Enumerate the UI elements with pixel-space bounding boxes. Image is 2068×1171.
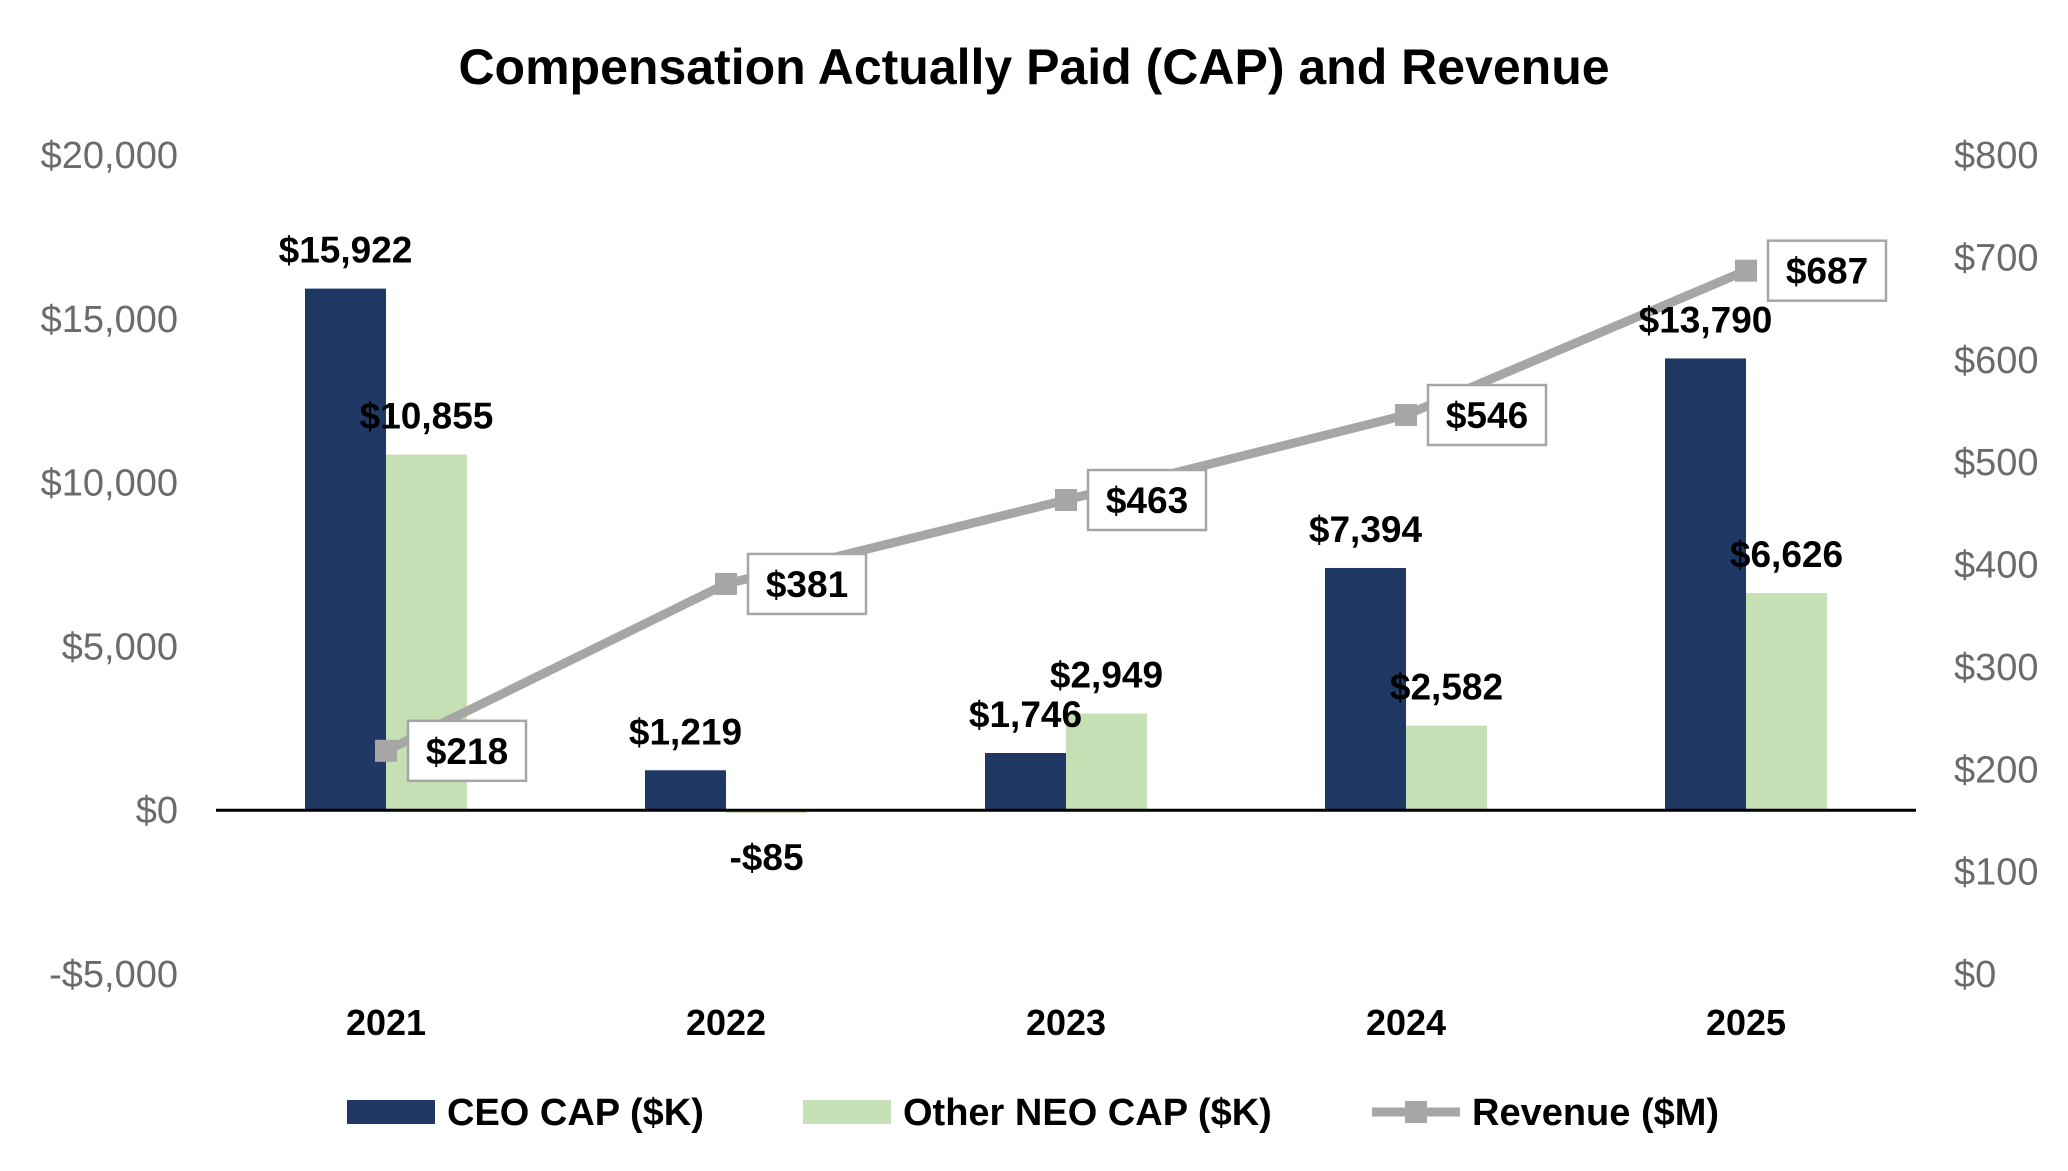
legend-swatch-0 — [347, 1100, 435, 1124]
ceo-cap-data-label: $7,394 — [1309, 509, 1423, 550]
x-category-label: 2025 — [1706, 1002, 1786, 1043]
legend-label: Other NEO CAP ($K) — [903, 1092, 1272, 1134]
neo-cap-data-label: $2,949 — [1050, 655, 1163, 696]
legend: CEO CAP ($K) Other NEO CAP ($K) Revenue ($… — [347, 1092, 1719, 1134]
ceo-cap-bar-2022 — [645, 770, 726, 811]
neo-cap-data-label: $2,582 — [1390, 667, 1503, 708]
y-right-tick-label: $400 — [1954, 545, 2039, 587]
y-right-tick-label: $200 — [1954, 749, 2039, 791]
revenue-point-2023 — [1055, 489, 1077, 512]
ceo-cap-data-label: $15,922 — [279, 230, 413, 271]
ceo-cap-bar-2024 — [1325, 567, 1406, 811]
neo-cap-data-label: -$85 — [729, 837, 803, 878]
legend-swatch-marker — [1405, 1101, 1427, 1123]
x-category-label: 2022 — [686, 1002, 766, 1043]
neo-cap-data-label: $10,855 — [360, 396, 494, 437]
revenue-data-label: $687 — [1786, 251, 1868, 292]
revenue-label-box — [406, 719, 528, 783]
ceo-cap-data-label: $1,219 — [629, 711, 742, 752]
neo-cap-bar-2024 — [1406, 725, 1487, 811]
y-right-tick-label: $100 — [1954, 852, 2039, 894]
y-left-tick-label: $15,000 — [41, 299, 178, 341]
y-right-tick-label: $600 — [1954, 340, 2039, 382]
y-right-tick-label: $700 — [1954, 237, 2039, 279]
y-right-tick-label: $800 — [1954, 135, 2039, 177]
revenue-point-2025 — [1735, 259, 1757, 282]
ceo-cap-data-label: $13,790 — [1639, 299, 1773, 340]
revenue-data-label: $381 — [766, 564, 848, 605]
neo-cap-data-label: $6,626 — [1730, 534, 1843, 575]
legend-label: CEO CAP ($K) — [447, 1092, 704, 1134]
y-left-tick-label: $5,000 — [62, 626, 178, 668]
y-left-tick-label: $10,000 — [41, 463, 178, 505]
revenue-point-2021 — [375, 739, 397, 762]
revenue-point-2024 — [1395, 404, 1417, 427]
revenue-label-box — [746, 552, 868, 616]
legend-label: Revenue ($M) — [1472, 1092, 1719, 1134]
neo-cap-bar-2023 — [1066, 713, 1147, 811]
revenue-label-box — [1766, 239, 1888, 302]
ceo-cap-data-label: $1,746 — [969, 694, 1082, 735]
revenue-label-box — [1086, 468, 1208, 532]
y-right-tick-label: $500 — [1954, 442, 2039, 484]
y-left-tick-label: $20,000 — [41, 135, 178, 177]
chart-title: Compensation Actually Paid (CAP) and Rev… — [458, 39, 1609, 95]
ceo-cap-bar-2023 — [985, 753, 1066, 811]
revenue-data-label: $463 — [1106, 480, 1188, 521]
y-left-tick-label: $0 — [136, 790, 178, 832]
x-category-label: 2021 — [346, 1002, 426, 1043]
revenue-data-label: $218 — [426, 731, 508, 772]
legend-swatch-1 — [803, 1100, 891, 1124]
x-category-label: 2024 — [1366, 1002, 1446, 1043]
revenue-data-label: $546 — [1446, 395, 1528, 436]
ceo-cap-bar-2025 — [1665, 358, 1746, 811]
x-category-label: 2023 — [1026, 1002, 1106, 1043]
y-right-tick-label: $0 — [1954, 954, 1996, 996]
revenue-point-2022 — [715, 572, 737, 595]
ceo-cap-bar-2021 — [305, 288, 386, 811]
neo-cap-bar-2025 — [1746, 593, 1827, 811]
y-right-tick-label: $300 — [1954, 647, 2039, 689]
y-left-tick-label: -$5,000 — [49, 954, 178, 996]
revenue-label-box — [1426, 383, 1548, 447]
